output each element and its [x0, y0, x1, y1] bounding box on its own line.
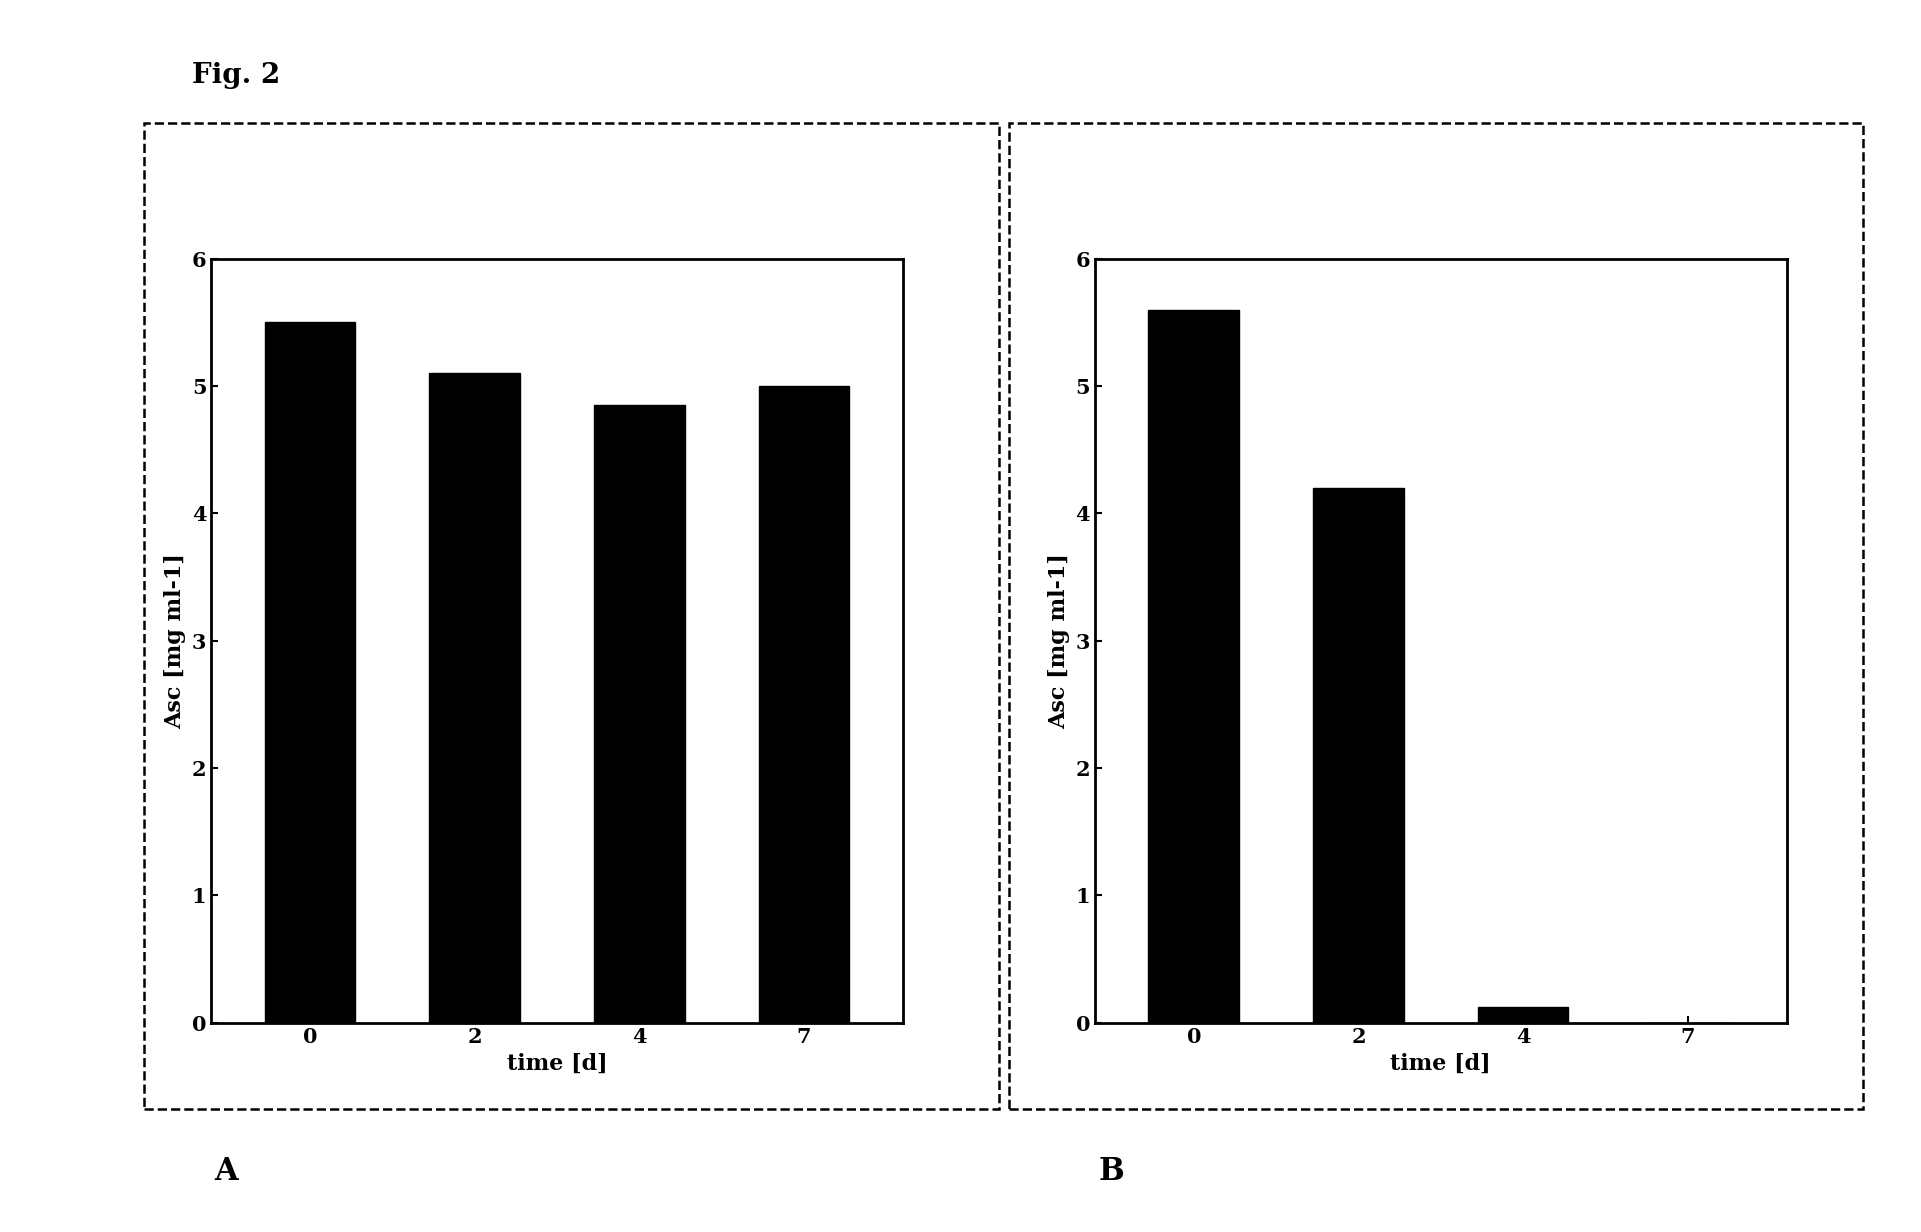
Bar — [1149, 309, 1239, 1023]
Bar — [265, 323, 355, 1023]
Text: Fig. 2: Fig. 2 — [192, 62, 280, 89]
X-axis label: time [d]: time [d] — [1391, 1053, 1491, 1076]
Bar — [1477, 1008, 1568, 1023]
Y-axis label: Asc [mg ml-1]: Asc [mg ml-1] — [1049, 553, 1070, 728]
Bar — [594, 405, 684, 1023]
X-axis label: time [d]: time [d] — [507, 1053, 607, 1076]
Bar — [759, 386, 849, 1023]
Text: A: A — [215, 1156, 238, 1188]
Bar — [430, 373, 521, 1023]
Y-axis label: Asc [mg ml-1]: Asc [mg ml-1] — [165, 553, 186, 728]
Bar — [1314, 488, 1404, 1023]
Text: B: B — [1099, 1156, 1124, 1188]
